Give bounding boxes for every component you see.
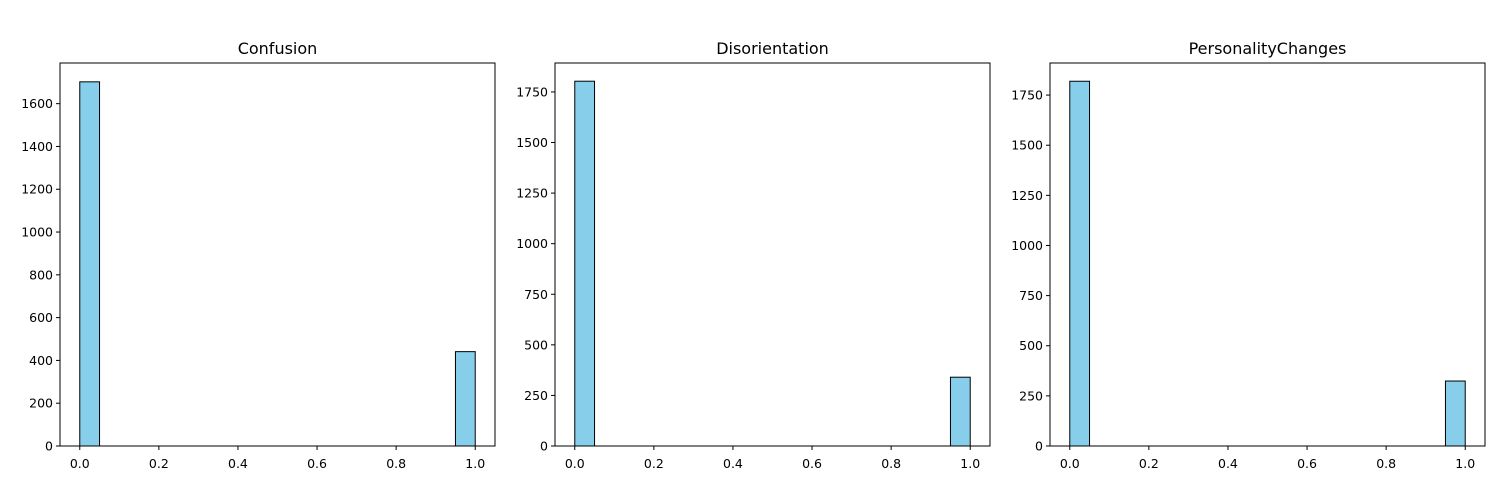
x-tick-label: 0.2 <box>149 456 169 471</box>
x-tick-label: 0.6 <box>1297 456 1317 471</box>
y-tick-label: 1750 <box>516 84 548 99</box>
y-tick-label: 750 <box>524 287 548 302</box>
y-tick-label: 0 <box>540 439 548 454</box>
x-tick-label: 0.4 <box>723 456 743 471</box>
y-tick-label: 1600 <box>21 96 53 111</box>
y-tick-label: 1000 <box>21 225 53 240</box>
histogram-bar <box>949 376 971 447</box>
histogram-bar <box>574 80 596 447</box>
y-tick-label: 0 <box>1035 439 1043 454</box>
y-tick-label: 1500 <box>1011 138 1043 153</box>
y-tick-label: 500 <box>1019 338 1043 353</box>
y-tick-label: 1200 <box>21 182 53 197</box>
y-tick-label: 1000 <box>516 236 548 251</box>
chart-title: PersonalityChanges <box>1189 39 1347 58</box>
y-tick-label: 1250 <box>516 186 548 201</box>
y-tick-label: 1750 <box>1011 88 1043 103</box>
x-tick-label: 0.4 <box>228 456 248 471</box>
y-tick-label: 200 <box>29 396 53 411</box>
x-tick-label: 1.0 <box>1455 456 1475 471</box>
x-tick-label: 0.4 <box>1218 456 1238 471</box>
y-tick-label: 1500 <box>516 135 548 150</box>
y-tick-label: 600 <box>29 310 53 325</box>
histogram-bar <box>1444 380 1466 447</box>
chart-panel-personalitychanges: PersonalityChanges 0.0 0.2 0.4 0.6 0.8 1.0 0 250… <box>1011 39 1486 471</box>
y-tick-label: 400 <box>29 353 53 368</box>
y-tick-label: 500 <box>524 337 548 352</box>
chart-panel-confusion: Confusion 0.0 0.2 0.4 0.6 0.8 1.0 0 200 400 600 800… <box>21 39 496 471</box>
x-tick-label: 1.0 <box>960 456 980 471</box>
y-tick-label: 1400 <box>21 139 53 154</box>
y-tick-label: 1250 <box>1011 188 1043 203</box>
x-tick-label: 0.6 <box>802 456 822 471</box>
x-tick-label: 0.8 <box>881 456 901 471</box>
y-tick-label: 800 <box>29 267 53 282</box>
chart-title: Confusion <box>238 39 318 58</box>
axes-frame <box>59 62 496 447</box>
y-tick-label: 0 <box>45 439 53 454</box>
y-tick-label: 250 <box>1019 388 1043 403</box>
x-tick-label: 0.6 <box>307 456 327 471</box>
x-tick-label: 0.2 <box>644 456 664 471</box>
x-tick-label: 0.0 <box>565 456 585 471</box>
x-tick-label: 0.8 <box>386 456 406 471</box>
y-tick-label: 750 <box>1019 288 1043 303</box>
axes-frame <box>1049 62 1486 447</box>
histogram-bar <box>79 81 101 447</box>
y-tick-label: 250 <box>524 388 548 403</box>
histogram-bar <box>454 351 476 447</box>
axes-frame <box>554 62 991 447</box>
chart-title: Disorientation <box>716 39 829 58</box>
chart-panel-disorientation: Disorientation 0.0 0.2 0.4 0.6 0.8 1.0 0 250 500 7… <box>516 39 991 471</box>
x-tick-label: 0.2 <box>1139 456 1159 471</box>
y-tick-label: 1000 <box>1011 238 1043 253</box>
x-tick-label: 1.0 <box>465 456 485 471</box>
x-tick-label: 0.0 <box>70 456 90 471</box>
x-tick-label: 0.8 <box>1376 456 1396 471</box>
x-tick-label: 0.0 <box>1060 456 1080 471</box>
histogram-bar <box>1069 80 1091 447</box>
